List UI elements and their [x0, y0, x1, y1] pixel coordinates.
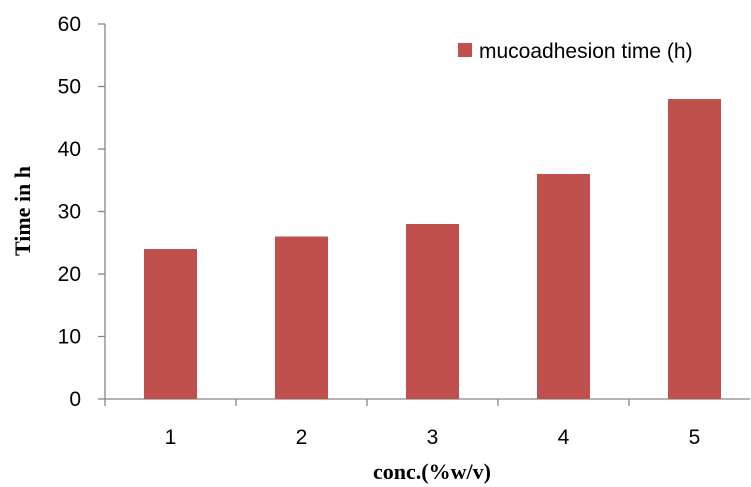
- bar: [144, 249, 197, 399]
- y-axis: 0 10 20 30 40 50 60: [58, 13, 106, 411]
- y-axis-title: Time in h: [10, 166, 35, 256]
- x-tick-label: 2: [296, 426, 308, 449]
- legend: mucoadhesion time (h): [458, 40, 693, 63]
- legend-label: mucoadhesion time (h): [479, 40, 693, 63]
- y-tick-label: 50: [58, 76, 81, 99]
- y-tick-label: 10: [58, 326, 81, 349]
- y-tick-label: 40: [58, 138, 81, 161]
- x-tick-label: 1: [165, 426, 177, 449]
- bar-series: [144, 99, 721, 399]
- bar: [537, 174, 590, 399]
- y-tick-label: 30: [58, 201, 81, 224]
- x-tick-label: 3: [427, 426, 439, 449]
- x-tick-label: 5: [689, 426, 701, 449]
- bar: [275, 236, 328, 399]
- y-tick-label: 60: [58, 13, 81, 36]
- y-tick-label: 0: [69, 388, 81, 411]
- x-tick-label: 4: [558, 426, 570, 449]
- bar: [668, 99, 721, 399]
- y-tick-label: 20: [58, 263, 81, 286]
- bar: [406, 224, 459, 399]
- x-axis-title: conc.(%w/v): [373, 459, 491, 484]
- legend-swatch: [458, 43, 472, 57]
- x-axis: 1 2 3 4 5: [104, 398, 750, 449]
